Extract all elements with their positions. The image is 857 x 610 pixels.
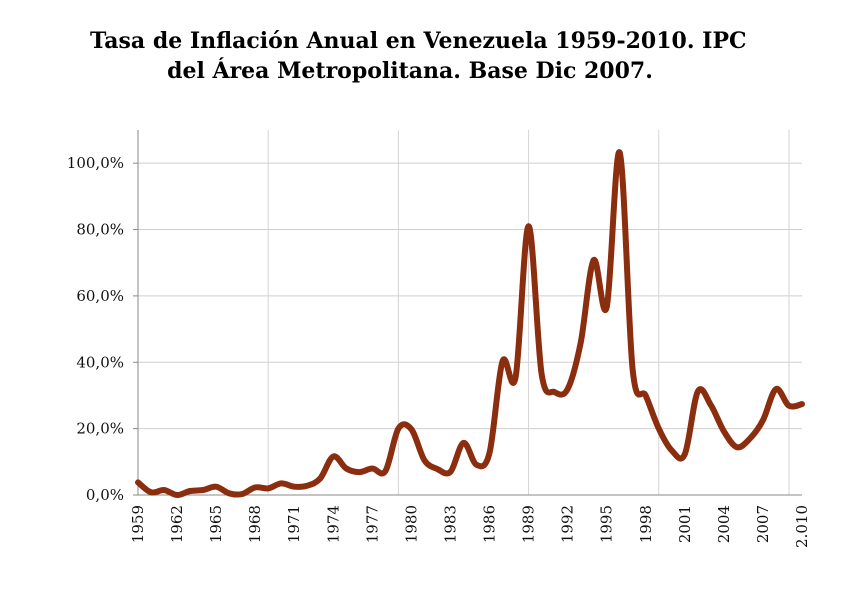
x-tick-label-2: 1965 — [207, 505, 225, 543]
chart-title-line-2: del Área Metropolitana. Base Dic 2007. — [167, 58, 653, 84]
y-tick-label-4: 80,0% — [76, 221, 124, 239]
vertical-gridlines — [267, 130, 790, 495]
x-tick-label-14: 2001 — [676, 505, 694, 543]
chart-title-line-1: Tasa de Inflación Anual en Venezuela 195… — [90, 28, 747, 54]
series-group — [135, 149, 805, 498]
horizontal-gridlines — [138, 162, 802, 430]
x-tick-label-1: 1962 — [168, 505, 186, 543]
x-tick-label-0: 1959 — [129, 505, 147, 543]
x-tick-label-12: 1995 — [598, 505, 616, 543]
y-tick-labels: 0,0% 20,0% 40,0% 60,0% 80,0% 100,0% — [67, 154, 124, 504]
x-tick-label-10: 1989 — [520, 505, 538, 543]
x-tick-label-16: 2007 — [754, 505, 772, 543]
chart-title: Tasa de Inflación Anual en Venezuela 195… — [90, 26, 747, 86]
x-tick-label-17: 2.010 — [793, 505, 811, 548]
x-tick-label-9: 1986 — [481, 505, 499, 543]
x-tick-label-8: 1983 — [442, 505, 460, 543]
series-line-0 — [135, 149, 805, 498]
x-tick-label-7: 1980 — [402, 505, 420, 543]
x-tick-label-6: 1977 — [363, 505, 381, 543]
x-tick-label-4: 1971 — [285, 505, 303, 543]
y-tick-label-3: 60,0% — [76, 287, 124, 305]
y-tick-label-0: 0,0% — [86, 486, 124, 504]
x-tick-label-11: 1992 — [559, 505, 577, 543]
y-tick-label-1: 20,0% — [76, 420, 124, 438]
y-tick-label-5: 100,0% — [67, 154, 124, 172]
x-tick-label-3: 1968 — [246, 505, 264, 543]
x-tick-label-15: 2004 — [715, 505, 733, 543]
x-tick-label-5: 1974 — [324, 505, 342, 543]
y-tick-label-2: 40,0% — [76, 353, 124, 371]
x-tick-label-13: 1998 — [637, 505, 655, 543]
axes — [133, 130, 802, 496]
x-tick-labels: 1959 1962 1965 1968 1971 1974 1977 1980 1983 1986… — [129, 505, 811, 548]
